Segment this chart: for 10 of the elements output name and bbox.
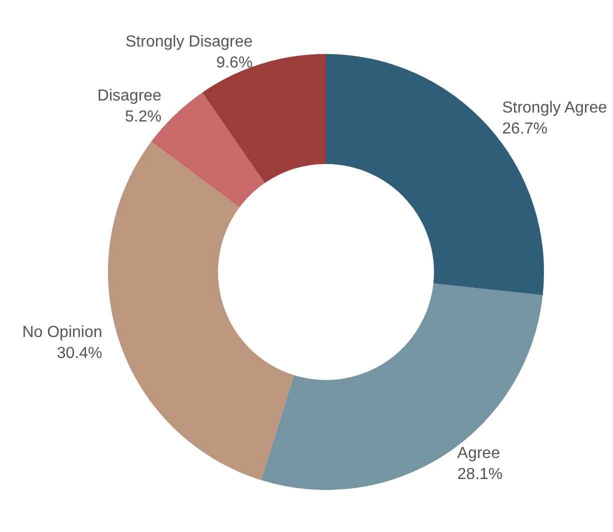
- slice-label: Disagree: [97, 87, 162, 104]
- slice-label: No Opinion: [22, 324, 102, 342]
- slice-label: Agree: [457, 445, 500, 462]
- data-label: 9.6%: [216, 54, 253, 72]
- data-label: 5.2%: [124, 108, 162, 126]
- data-label: 28.1%: [457, 466, 503, 484]
- data-label: 30.4%: [56, 345, 102, 362]
- slice-label: Strongly Disagree: [126, 33, 253, 50]
- data-label: 26.7%: [502, 120, 548, 138]
- slice-label: Strongly Agree: [502, 99, 608, 116]
